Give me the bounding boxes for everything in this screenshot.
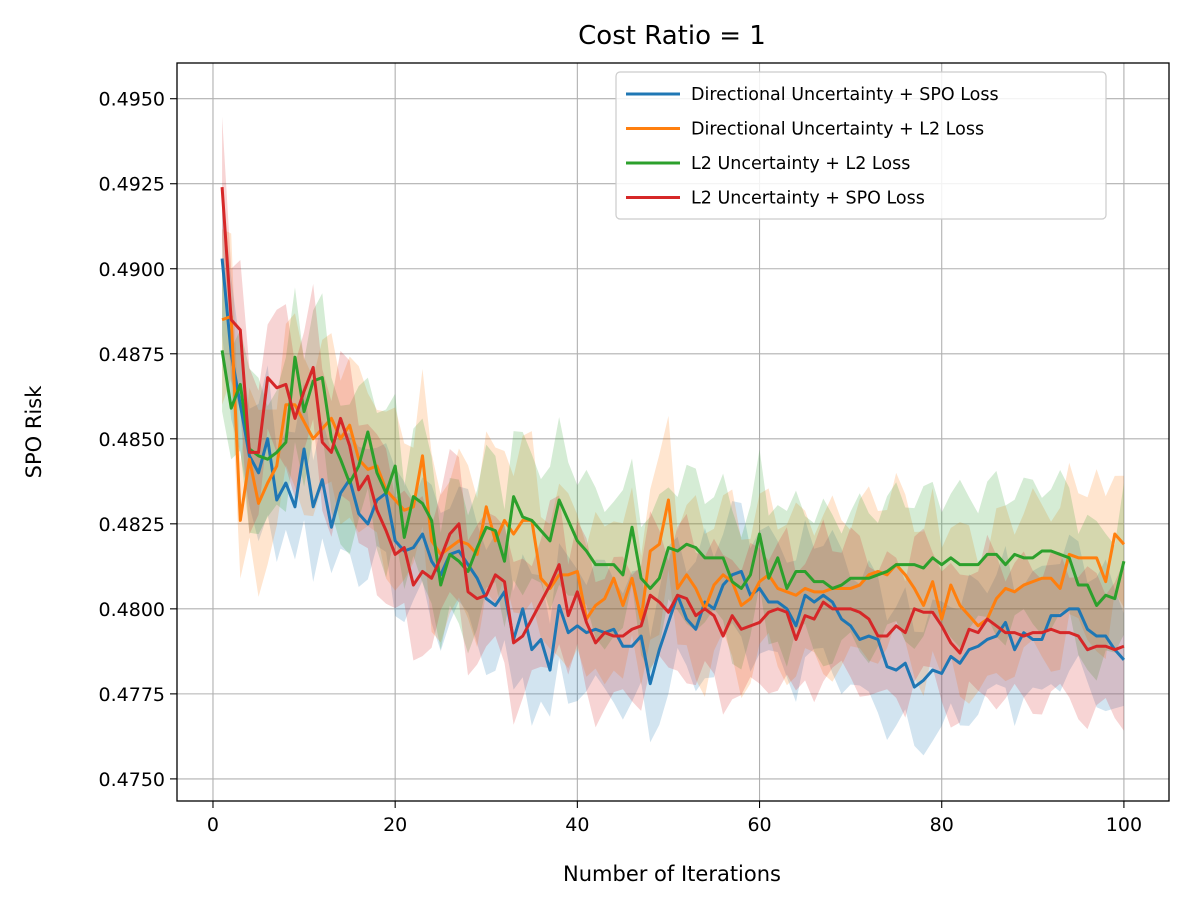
- legend-label: Directional Uncertainty + SPO Loss: [691, 85, 999, 105]
- y-tick-label: 0.4875: [99, 344, 165, 366]
- x-tick-label: 40: [565, 814, 589, 836]
- legend-label: L2 Uncertainty + SPO Loss: [691, 189, 925, 209]
- x-axis-label: Number of Iterations: [563, 862, 781, 886]
- x-tick-label: 0: [207, 814, 219, 836]
- x-tick-label: 80: [930, 814, 954, 836]
- uncertainty-band-3: [222, 266, 1124, 681]
- x-axis-ticks: 0 20 40 60 80 100: [207, 801, 1142, 836]
- legend-box: [615, 71, 1107, 220]
- legend-label: Directional Uncertainty + L2 Loss: [691, 120, 984, 140]
- y-tick-label: 0.4825: [99, 514, 165, 536]
- y-tick-label: 0.4850: [99, 429, 165, 451]
- y-tick-label: 0.4900: [99, 259, 165, 281]
- y-tick-label: 0.4800: [99, 599, 165, 621]
- y-tick-label: 0.4925: [99, 174, 165, 196]
- x-tick-label: 20: [383, 814, 407, 836]
- y-tick-label: 0.4950: [99, 89, 165, 111]
- series-line-4: [220, 187, 1125, 655]
- y-axis-label: SPO Risk: [22, 385, 46, 479]
- uncertainty-band-1: [222, 197, 1124, 756]
- x-tick-label: 60: [747, 814, 771, 836]
- series-line-2: [221, 314, 1126, 628]
- y-axis-ticks: 0.4750 0.4775 0.4800 0.4825 0.4850 0.4875 0.49…: [99, 89, 177, 791]
- y-tick-label: 0.4775: [99, 684, 165, 706]
- plot-frame: [176, 62, 1170, 802]
- legend: Directional Uncertainty + SPO Loss Direct…: [615, 71, 1107, 220]
- series-line-1: [220, 258, 1126, 689]
- uncertainty-band-4: [222, 116, 1124, 731]
- series-lines: [220, 187, 1126, 689]
- x-tick-label: 100: [1106, 814, 1142, 836]
- series-line-3: [220, 350, 1126, 607]
- uncertainty-bands: [222, 116, 1124, 756]
- legend-label: L2 Uncertainty + L2 Loss: [691, 154, 910, 174]
- uncertainty-band-2: [222, 229, 1124, 704]
- chart-title: Cost Ratio = 1: [578, 21, 766, 51]
- y-tick-label: 0.4750: [99, 769, 165, 791]
